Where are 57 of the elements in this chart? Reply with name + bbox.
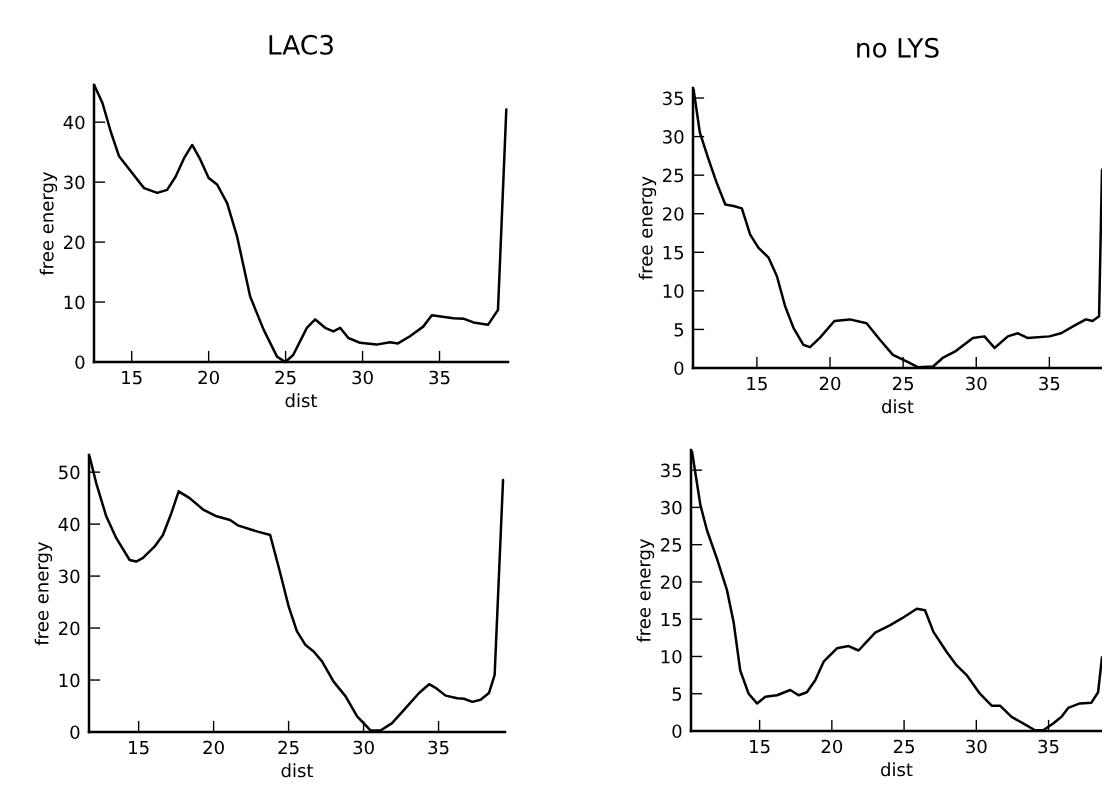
y-tick-label: 20 bbox=[661, 575, 682, 590]
y-tick-label: 0 bbox=[672, 724, 682, 739]
x-axis-title: dist bbox=[881, 762, 913, 777]
y-tick-label: 0 bbox=[75, 355, 85, 370]
y-tick-label: 20 bbox=[64, 235, 85, 250]
y-axis-title: free energy bbox=[34, 541, 53, 646]
x-axis-title: dist bbox=[882, 399, 914, 414]
x-tick-label: 35 bbox=[1039, 376, 1060, 391]
x-tick-label: 20 bbox=[819, 376, 841, 391]
x-tick-label: 30 bbox=[966, 739, 987, 754]
y-tick-label: 30 bbox=[661, 500, 682, 515]
y-tick-label: 10 bbox=[663, 284, 684, 298]
x-tick-label: 25 bbox=[275, 370, 296, 385]
y-tick-label: 25 bbox=[663, 168, 684, 183]
chart-title: no LYS bbox=[857, 37, 939, 58]
x-tick-label: 30 bbox=[966, 376, 987, 391]
x-tick-label: 15 bbox=[129, 740, 149, 755]
x-tick-label: 20 bbox=[203, 740, 224, 755]
y-tick-label: 5 bbox=[672, 687, 682, 701]
y-axis-title: free energy bbox=[39, 171, 58, 276]
y-tick-label: 10 bbox=[59, 673, 80, 688]
chart-title: LAC3 bbox=[269, 34, 333, 55]
y-tick-label: 50 bbox=[59, 465, 80, 480]
y-tick-label: 0 bbox=[674, 361, 684, 376]
y-tick-label: 30 bbox=[59, 569, 80, 584]
x-tick-label: 35 bbox=[429, 370, 450, 385]
y-tick-label: 15 bbox=[663, 245, 684, 260]
y-tick-label: 20 bbox=[59, 621, 80, 636]
x-tick-label: 30 bbox=[353, 740, 374, 755]
y-tick-label: 40 bbox=[63, 115, 85, 130]
y-tick-label: 30 bbox=[663, 130, 684, 144]
y-tick-label: 30 bbox=[64, 175, 85, 190]
x-tick-label: 35 bbox=[428, 740, 449, 755]
x-tick-label: 25 bbox=[892, 376, 914, 391]
y-tick-label: 10 bbox=[661, 649, 682, 664]
x-tick-label: 25 bbox=[893, 739, 914, 754]
x-tick-label: 15 bbox=[750, 739, 770, 754]
y-tick-label: 5 bbox=[674, 323, 684, 337]
y-axis-title: free energy bbox=[638, 176, 657, 280]
y-tick-label: 10 bbox=[64, 295, 85, 310]
x-axis-title: dist bbox=[281, 763, 314, 778]
x-tick-label: 30 bbox=[352, 370, 373, 385]
x-tick-label: 20 bbox=[821, 739, 843, 754]
y-tick-label: 25 bbox=[661, 538, 682, 552]
x-tick-label: 35 bbox=[1038, 739, 1059, 754]
x-tick-label: 15 bbox=[747, 376, 767, 391]
x-tick-label: 20 bbox=[198, 370, 219, 385]
y-tick-label: 0 bbox=[70, 725, 80, 740]
x-tick-label: 25 bbox=[278, 740, 299, 755]
y-tick-label: 20 bbox=[663, 207, 684, 221]
y-axis-title: free energy bbox=[636, 538, 655, 643]
y-tick-label: 35 bbox=[663, 91, 684, 106]
x-axis-title: dist bbox=[285, 393, 318, 408]
x-tick-label: 15 bbox=[122, 370, 142, 385]
y-tick-label: 40 bbox=[58, 517, 80, 532]
y-tick-label: 35 bbox=[661, 463, 682, 478]
y-tick-label: 15 bbox=[661, 612, 682, 627]
